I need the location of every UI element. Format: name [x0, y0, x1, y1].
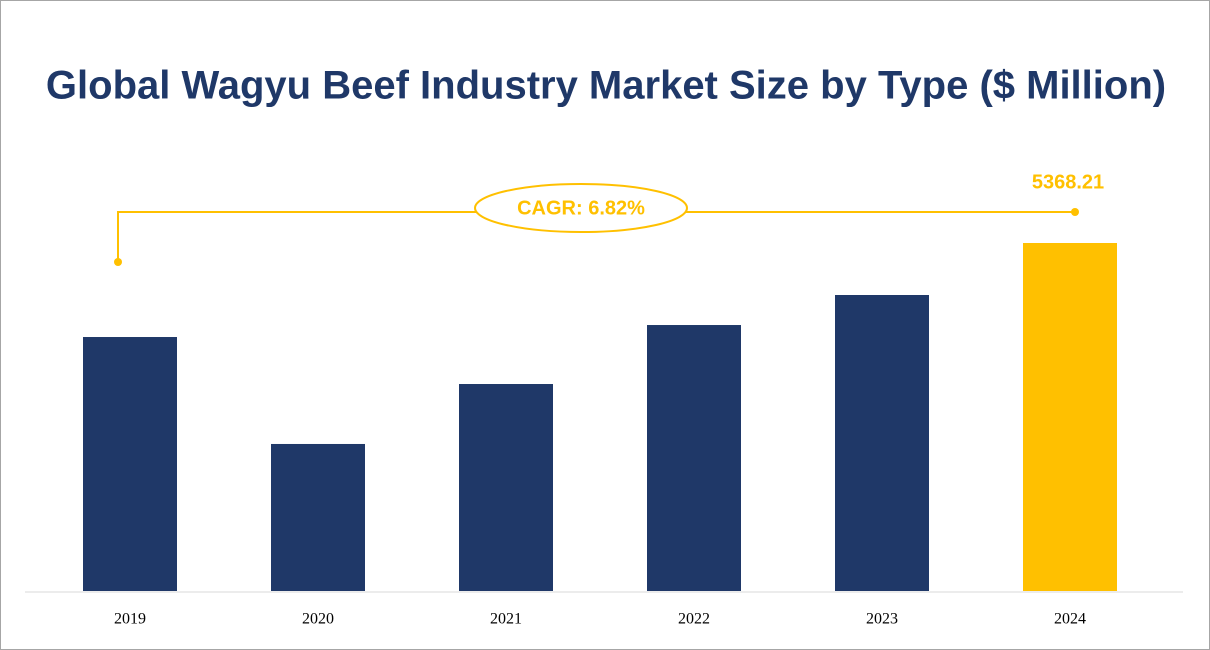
bar	[271, 443, 365, 591]
cagr-dot	[114, 258, 122, 266]
bar	[647, 325, 741, 591]
x-tick-label: 2019	[114, 611, 146, 628]
cagr-label: CAGR: 6.82%	[517, 197, 645, 219]
cagr-ellipse	[474, 183, 688, 233]
x-tick-label: 2023	[866, 611, 898, 628]
value-label: 5368.21	[1032, 171, 1104, 193]
bar	[1023, 243, 1117, 591]
x-tick-label: 2022	[678, 611, 710, 628]
x-tick-label: 2020	[302, 611, 334, 628]
x-tick-label: 2024	[1054, 611, 1086, 628]
bar	[459, 384, 553, 591]
x-tick-label: 2021	[490, 611, 522, 628]
cagr-line	[117, 211, 1075, 262]
cagr-dot	[1071, 208, 1079, 216]
bar	[83, 337, 177, 591]
chart-title: Global Wagyu Beef Industry Market Size b…	[46, 64, 1166, 108]
bar	[835, 295, 929, 591]
